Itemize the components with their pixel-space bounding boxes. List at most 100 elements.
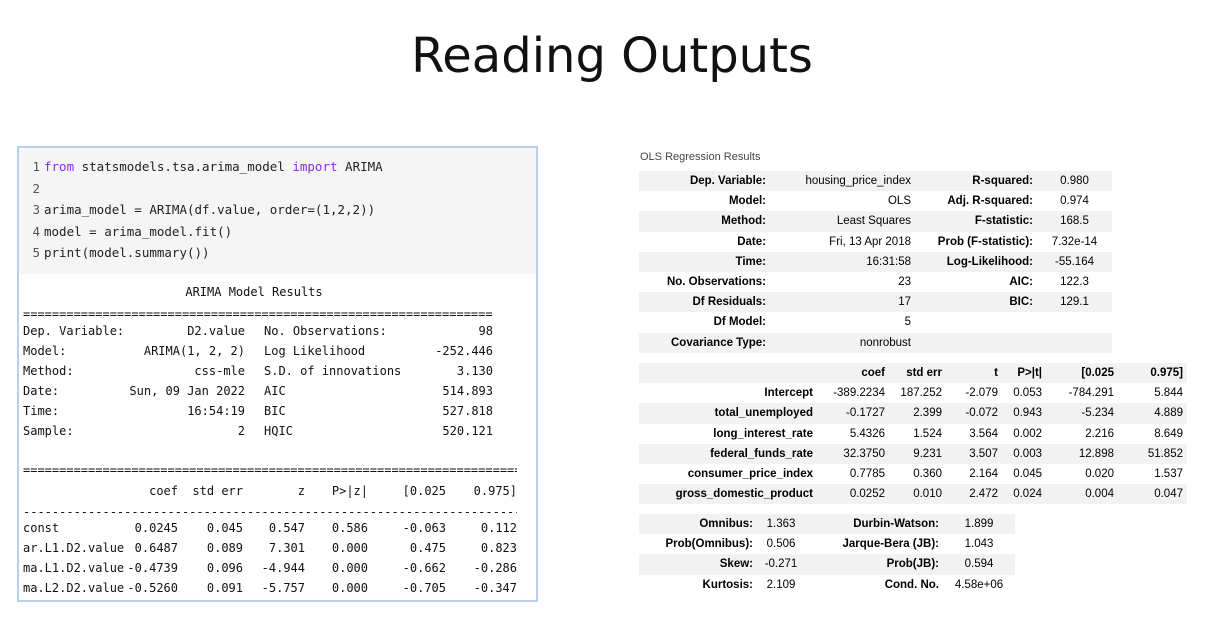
ols-coef-value: 1.524	[889, 423, 946, 444]
arima-coef-header: coef std err z P>|z| [0.025 0.975]	[23, 481, 523, 501]
ols-summary-row: Df Residuals: 17 BIC: 129.1	[639, 292, 1112, 313]
notebook-cell[interactable]: 1 from statsmodels.tsa.arima_model import…	[17, 146, 538, 602]
ols-coef-value: 1.537	[1118, 463, 1187, 485]
arima-summary-value: 98	[478, 324, 493, 338]
ols-summary-value: 23	[770, 271, 915, 293]
code-line: 1 from statsmodels.tsa.arima_model import…	[19, 156, 536, 178]
arima-coef-name: ma.L1.D2.value	[23, 561, 125, 575]
ols-coef-value: -5.234	[1046, 403, 1118, 424]
ols-coef-value: 51.852	[1118, 443, 1187, 464]
code-line: 5 print(model.summary())	[19, 242, 536, 264]
ols-summary-value: OLS	[770, 191, 915, 212]
arima-summary-value: 514.893	[442, 384, 493, 398]
arima-coef-name: ar.L1.D2.value	[23, 541, 125, 555]
arima-summary-value: 2	[237, 424, 245, 438]
ols-diagnostics-row: Skew: -0.271 Prob(JB): 0.594	[639, 554, 1015, 575]
ols-coef-value: 0.360	[889, 463, 946, 485]
ols-summary-row: Df Model: 5	[639, 312, 1112, 333]
ols-coef-header-cell: coef	[817, 363, 889, 384]
ols-diagnostics-value: 0.506	[757, 534, 805, 555]
ols-coef-value: 0.943	[1002, 403, 1046, 424]
ols-summary-label	[915, 332, 1037, 353]
ols-coef-table: coef std err t P>|t| [0.025 0.975] Intercept -3…	[639, 363, 1187, 505]
arima-coef-row: ma.L1.D2.value -0.4739 0.096 -4.944 0.000 -0.…	[23, 558, 523, 578]
ols-summary-value: 0.974	[1037, 191, 1112, 212]
ols-summary-row: Covariance Type: nonrobust	[639, 332, 1112, 353]
arima-summary-row: Method: css-mle S.D. of innovations 3.130	[23, 361, 497, 381]
ols-summary-value: 17	[770, 292, 915, 313]
code-input[interactable]: 1 from statsmodels.tsa.arima_model import…	[19, 148, 536, 274]
arima-summary-row: Sample: 2 HQIC 520.121	[23, 421, 497, 441]
ols-summary-value: 7.32e-14	[1037, 231, 1112, 252]
ols-coef-value: 187.252	[889, 383, 946, 404]
ols-coef-row: federal_funds_rate 32.3750 9.231 3.507 0.003…	[639, 443, 1187, 464]
arima-coef-value: -0.286	[473, 561, 517, 575]
arima-summary-label: No. Observations:	[264, 324, 387, 338]
arima-summary-label: Time:	[23, 404, 60, 418]
ols-summary-label: BIC:	[915, 292, 1037, 313]
line-number: 3	[32, 202, 40, 218]
arima-coef-header-cell: [0.025	[402, 484, 446, 498]
arima-coef-value: 7.301	[268, 541, 305, 555]
ols-diagnostics-value: 0.594	[943, 554, 1015, 575]
arima-summary-label: Model:	[23, 344, 67, 358]
arima-coef-row: ar.L1.D2.value 0.6487 0.089 7.301 0.000 0.475…	[23, 538, 523, 558]
code-line: 4 model = arima_model.fit()	[19, 221, 536, 243]
arima-coef-value: -0.5260	[127, 581, 178, 595]
arima-summary-value: ARIMA(1, 2, 2)	[143, 344, 245, 358]
ols-summary-label: Prob (F-statistic):	[915, 231, 1037, 252]
arima-summary-label: Method:	[23, 364, 74, 378]
ols-diagnostics-row: Omnibus: 1.363 Durbin-Watson: 1.899	[639, 514, 1015, 535]
ols-summary-table: Dep. Variable: housing_price_index R-squar…	[639, 171, 1112, 353]
ols-coef-header: coef std err t P>|t| [0.025 0.975]	[639, 363, 1187, 384]
ols-summary-value	[1037, 312, 1112, 333]
double-rule: ========================================…	[23, 465, 517, 475]
line-number: 2	[32, 180, 40, 196]
ols-diagnostics-value: 4.58e+06	[943, 574, 1015, 595]
ols-diagnostics-row: Kurtosis: 2.109 Cond. No. 4.58e+06	[639, 574, 1015, 595]
ols-diagnostics-label: Jarque-Bera (JB):	[805, 534, 943, 555]
ols-diagnostics-label: Omnibus:	[639, 514, 757, 535]
ols-coef-value: 0.002	[1002, 423, 1046, 444]
arima-coef-value: 0.586	[331, 521, 368, 535]
arima-coef-value: 0.6487	[134, 541, 178, 555]
arima-coef-header-cell: 0.975]	[473, 484, 517, 498]
ols-coef-value: 2.216	[1046, 423, 1118, 444]
ols-diagnostics-label: Durbin-Watson:	[805, 514, 943, 535]
ols-coef-value: -784.291	[1046, 383, 1118, 404]
arima-coef-value: 0.0245	[134, 521, 178, 535]
ols-diagnostics-value: 2.109	[757, 574, 805, 595]
ols-summary-value	[1037, 332, 1112, 353]
arima-summary-value: 3.130	[456, 364, 493, 378]
ols-diagnostics-label: Prob(Omnibus):	[639, 534, 757, 555]
code-line: 3 arima_model = ARIMA(df.value, order=(1,…	[19, 199, 536, 221]
ols-summary-value: 122.3	[1037, 271, 1112, 293]
ols-diagnostics-label: Prob(JB):	[805, 554, 943, 575]
ols-summary-label: Date:	[639, 231, 770, 252]
code-line: 2	[19, 178, 536, 200]
ols-coef-name: total_unemployed	[639, 403, 817, 424]
arima-coef-row: const 0.0245 0.045 0.547 0.586 -0.063 0.112	[23, 518, 523, 538]
ols-coef-value: 2.164	[946, 463, 1002, 485]
ols-summary-row: No. Observations: 23 AIC: 122.3	[639, 271, 1112, 293]
arima-coef-value: -0.347	[473, 581, 517, 595]
ols-coef-value: 2.399	[889, 403, 946, 424]
arima-coef-value: 0.000	[331, 581, 368, 595]
arima-coef-header-cell: z	[297, 484, 305, 498]
ols-coef-row: total_unemployed -0.1727 2.399 -0.072 0.943-…	[639, 403, 1187, 424]
code-keyword: import	[292, 159, 338, 174]
ols-coef-value: 0.047	[1118, 484, 1187, 505]
ols-coef-header-cell: P>|t|	[1002, 363, 1046, 384]
arima-coef-value: -5.757	[261, 581, 305, 595]
arima-coef-value: 0.112	[480, 521, 517, 535]
ols-coef-value: 2.472	[946, 484, 1002, 505]
ols-summary-value: 168.5	[1037, 211, 1112, 232]
ols-summary-label: Df Residuals:	[639, 292, 770, 313]
ols-coef-value: 0.053	[1002, 383, 1046, 404]
arima-summary-row: Model: ARIMA(1, 2, 2) Log Likelihood -252.4…	[23, 341, 497, 361]
ols-diagnostics-table: Omnibus: 1.363 Durbin-Watson: 1.899 Prob(Omn…	[639, 514, 1015, 595]
ols-diagnostics-label: Kurtosis:	[639, 574, 757, 595]
ols-coef-value: 8.649	[1118, 423, 1187, 444]
arima-summary-value: -252.446	[435, 344, 493, 358]
arima-coef-value: -0.662	[402, 561, 446, 575]
